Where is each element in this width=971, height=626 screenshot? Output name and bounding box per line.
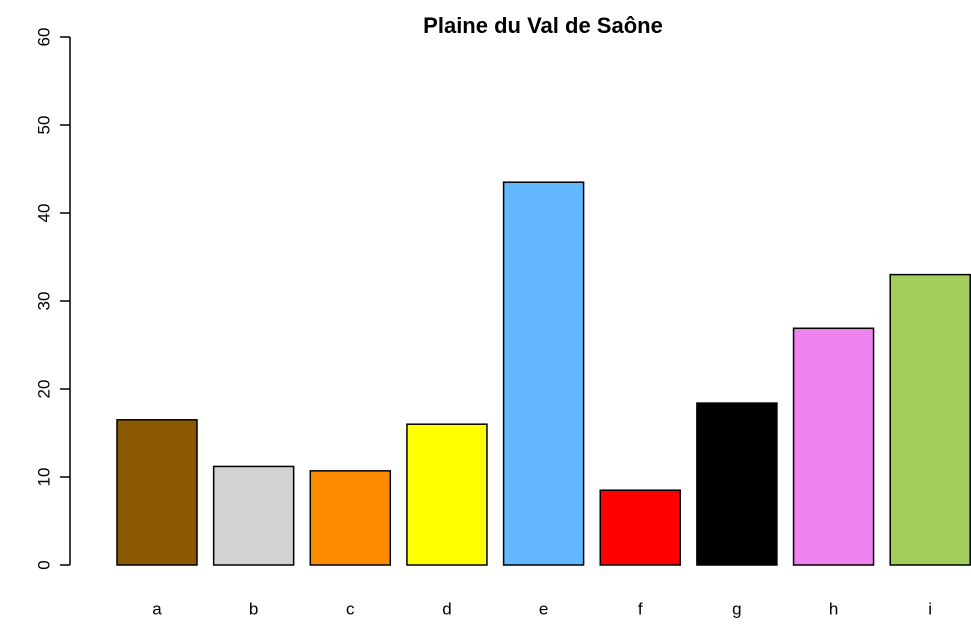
x-tick-label: d — [442, 599, 451, 618]
y-tick-label: 60 — [34, 28, 53, 47]
chart-title: Plaine du Val de Saône — [423, 13, 663, 38]
y-tick-label: 20 — [34, 380, 53, 399]
bar — [116, 419, 198, 566]
bar — [502, 181, 585, 566]
bar — [599, 489, 681, 566]
y-tick-label: 10 — [34, 468, 53, 487]
x-tick-label: e — [539, 599, 548, 618]
y-tick-label: 0 — [34, 560, 53, 569]
x-tick-label: c — [346, 599, 355, 618]
x-tick-label: i — [928, 599, 932, 618]
x-tick-label: f — [638, 599, 643, 618]
bar — [696, 402, 778, 566]
y-tick-label: 40 — [34, 204, 53, 223]
x-tick-label: a — [152, 599, 162, 618]
x-tick-label: g — [732, 599, 741, 618]
bar — [406, 423, 488, 566]
bar — [212, 465, 295, 566]
y-tick-label: 30 — [34, 292, 53, 311]
y-tick-label: 50 — [34, 116, 53, 135]
x-tick-label: b — [249, 599, 258, 618]
bar — [889, 273, 971, 566]
bar — [792, 327, 875, 566]
x-tick-label: h — [829, 599, 838, 618]
bar — [309, 470, 392, 566]
